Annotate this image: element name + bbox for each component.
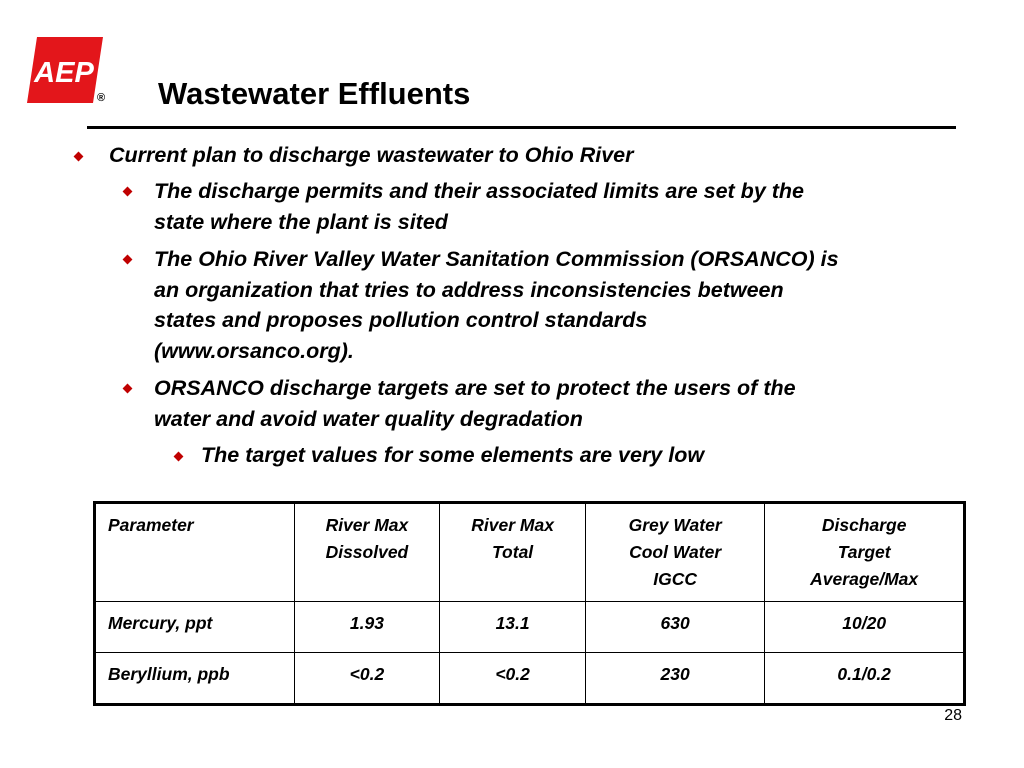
bullet-level3: The target values for some elements are … bbox=[201, 443, 705, 467]
bullet-level1: Current plan to discharge wastewater to … bbox=[109, 143, 634, 167]
table-cell: 630 bbox=[584, 601, 766, 653]
table-cell: 1.93 bbox=[293, 601, 441, 653]
table-cell: Beryllium, ppb bbox=[94, 652, 295, 705]
slide-title: Wastewater Effluents bbox=[158, 76, 471, 111]
page-number: 28 bbox=[944, 707, 962, 724]
table-cell: <0.2 bbox=[439, 652, 586, 705]
table-row: Mercury, ppt 1.93 13.1 630 10/20 bbox=[94, 601, 965, 653]
bullet-diamond-icon bbox=[122, 186, 133, 197]
table-header-row: Parameter River Max Dissolved River Max To… bbox=[94, 502, 965, 602]
bullet-level2: ORSANCO discharge targets are set to pro… bbox=[154, 376, 796, 431]
table-cell: Mercury, ppt bbox=[94, 601, 295, 653]
aep-logo: AEP bbox=[27, 37, 103, 103]
logo-text: AEP bbox=[33, 57, 94, 89]
registered-mark: ® bbox=[97, 92, 106, 104]
bullet-diamond-icon bbox=[122, 254, 133, 265]
effluent-table: Parameter River Max Dissolved River Max To… bbox=[93, 501, 966, 706]
table-cell: 230 bbox=[584, 652, 766, 705]
table-cell: 13.1 bbox=[439, 601, 586, 653]
header-river-max-dissolved: River Max Dissolved bbox=[293, 502, 441, 602]
bullet-diamond-icon bbox=[122, 383, 133, 394]
bullet-diamond-icon bbox=[173, 451, 184, 462]
table-cell: 0.1/0.2 bbox=[764, 652, 965, 705]
table-row: Beryllium, ppb <0.2 <0.2 230 0.1/0.2 bbox=[94, 652, 965, 705]
title-divider bbox=[87, 126, 956, 129]
table-cell: 10/20 bbox=[764, 601, 965, 653]
header-river-max-total: River Max Total bbox=[439, 502, 586, 602]
bullet-level2: The Ohio River Valley Water Sanitation C… bbox=[154, 247, 839, 363]
header-grey-water: Grey Water Cool Water IGCC bbox=[584, 502, 766, 602]
bullet-diamond-icon bbox=[73, 151, 84, 162]
header-discharge-target: Discharge Target Average/Max bbox=[764, 502, 965, 602]
header-parameter: Parameter bbox=[94, 502, 295, 602]
bullet-level2: The discharge permits and their associat… bbox=[154, 179, 804, 234]
table-cell: <0.2 bbox=[293, 652, 441, 705]
bullet-list: Current plan to discharge wastewater to … bbox=[73, 143, 839, 467]
